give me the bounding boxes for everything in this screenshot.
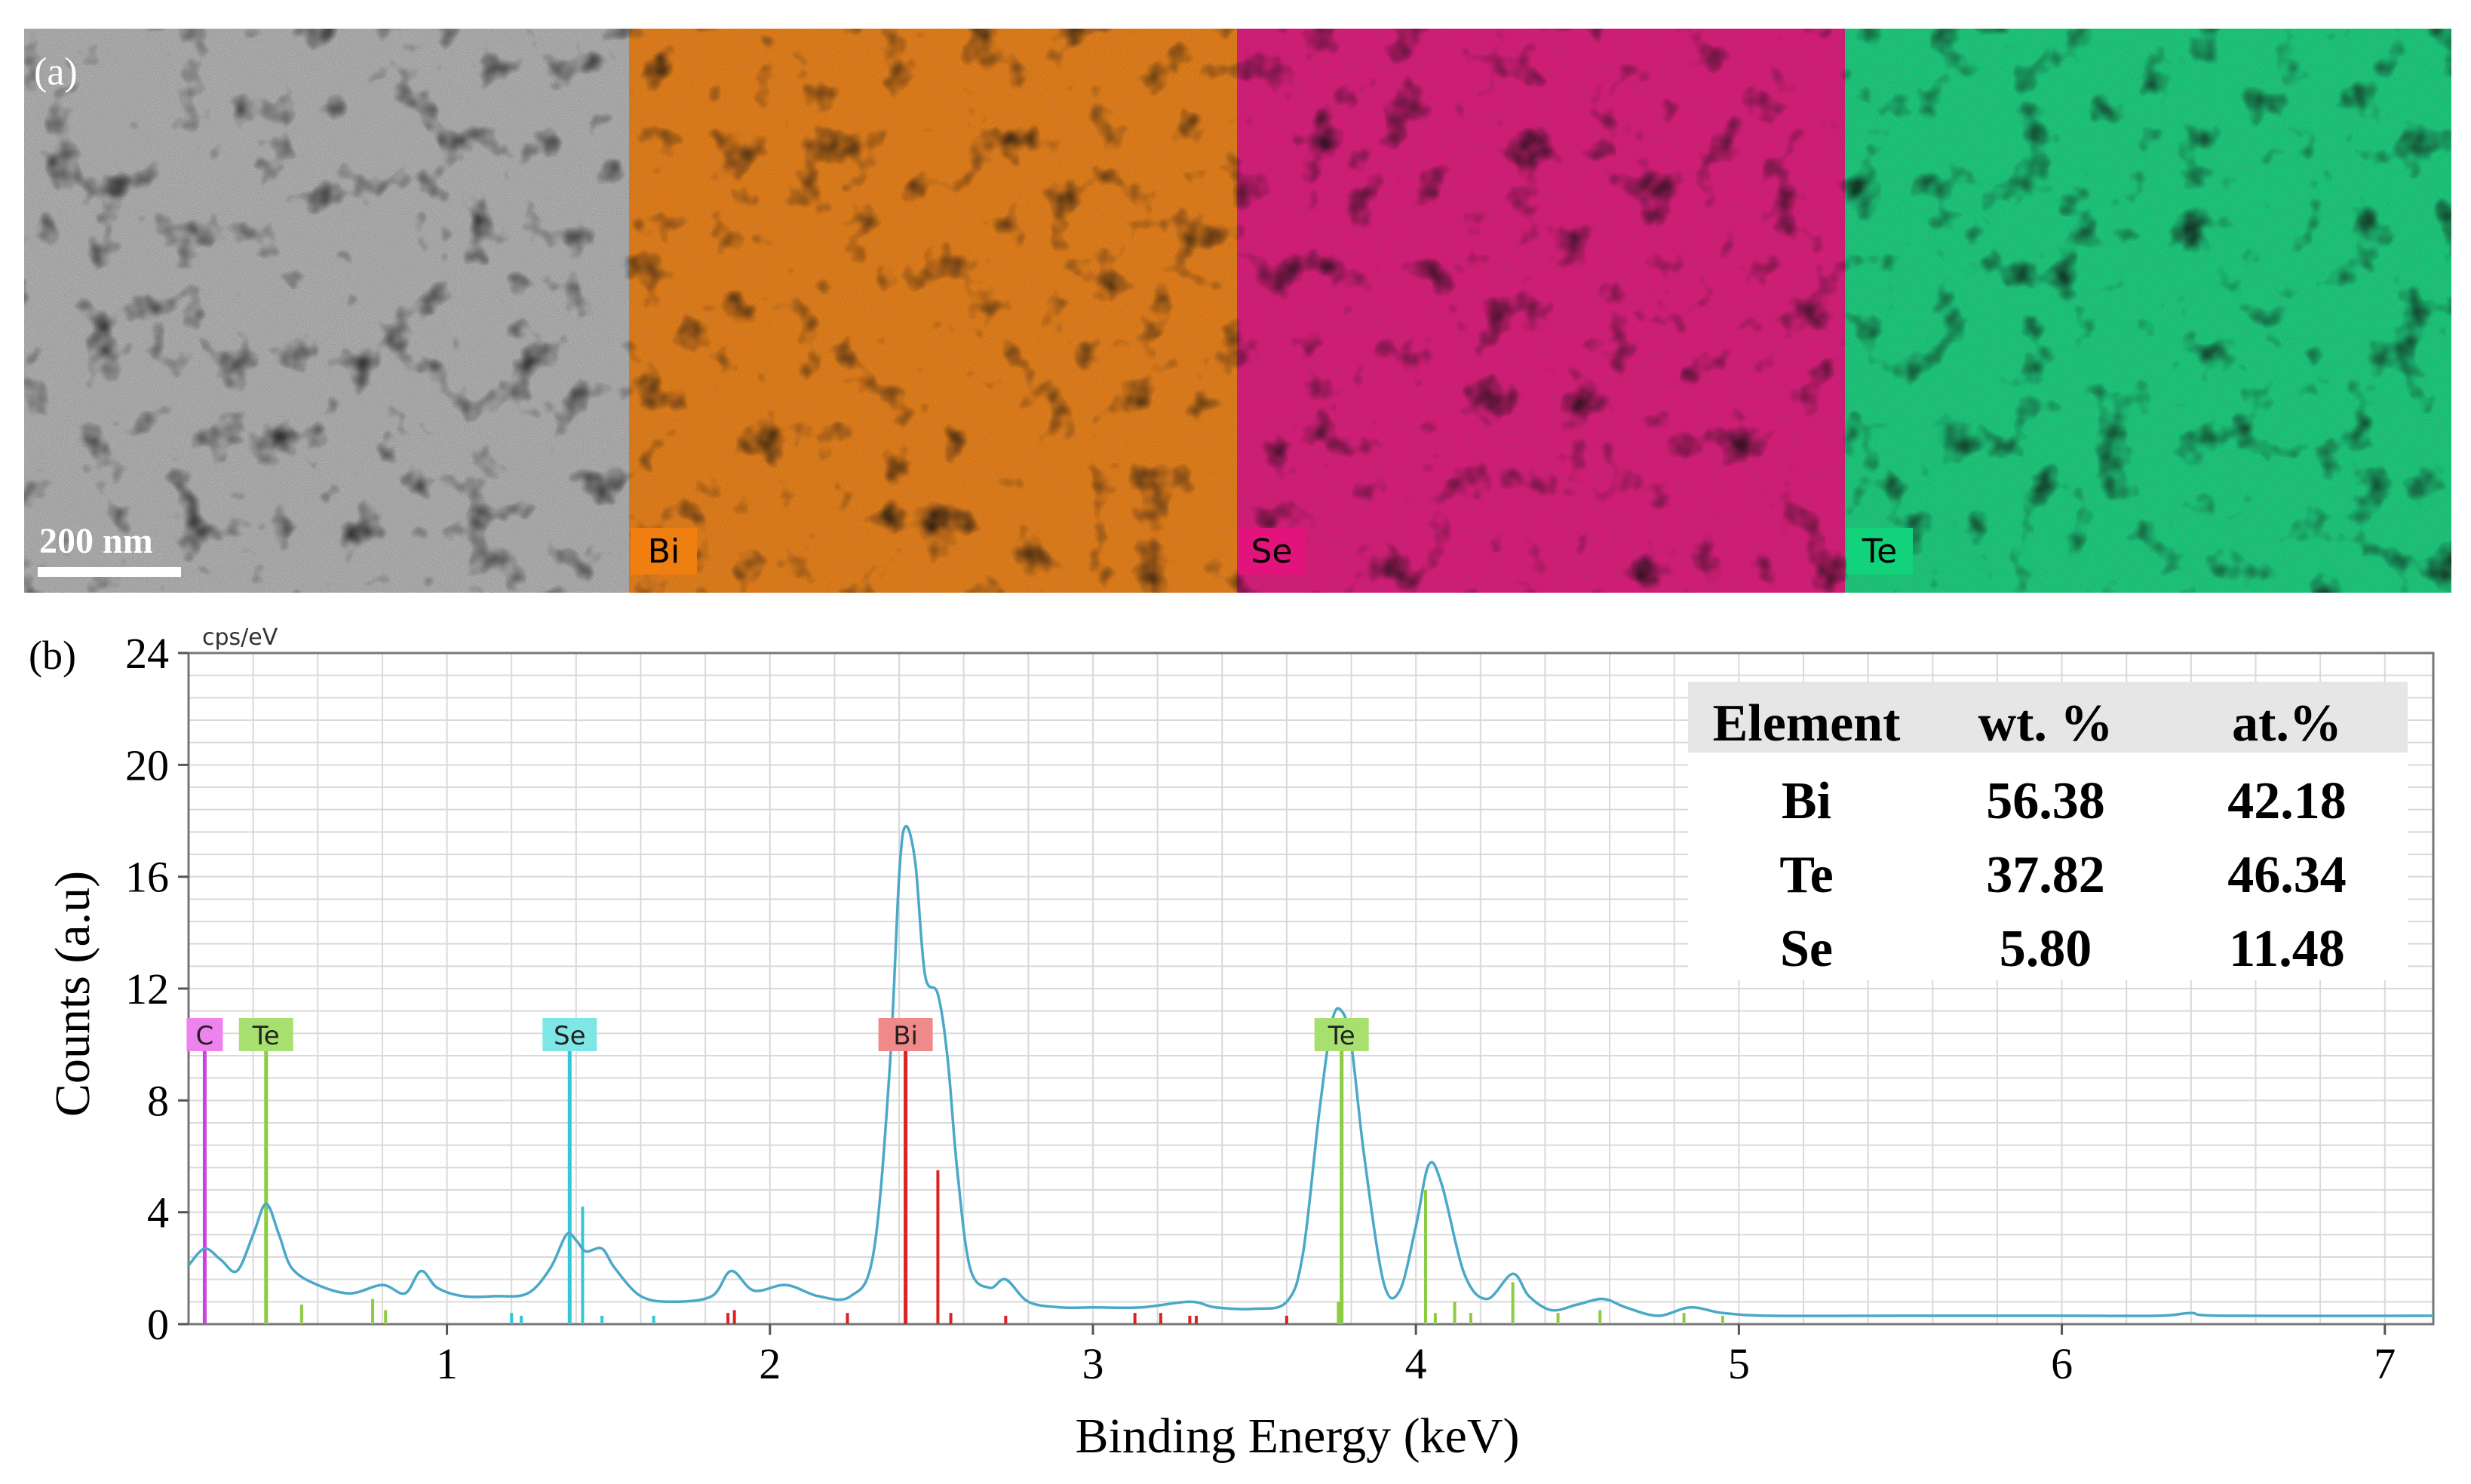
map-label-box (631, 528, 697, 575)
peak-label-te: Te (238, 1018, 293, 1051)
panel-b-label: (b) (29, 633, 76, 678)
table-cell: Bi (1782, 772, 1831, 830)
y-tick-label: 12 (125, 964, 169, 1013)
x-axis-label: Binding Energy (keV) (1075, 1409, 1519, 1464)
panel-a: Bi Se Te (a) 200 nm (24, 29, 2451, 593)
map-bi: Bi (629, 29, 1237, 593)
table-header: wt. % (1978, 694, 2113, 753)
x-tick-label: 4 (1405, 1339, 1427, 1388)
peak-label-text: Te (1328, 1021, 1355, 1051)
map-te: Te (1845, 29, 2451, 593)
peak-label-text: Te (252, 1021, 280, 1051)
y-tick-label: 4 (147, 1188, 169, 1237)
map-label: Se (1251, 532, 1293, 571)
y-tick-label: 0 (147, 1300, 169, 1349)
y-axis-ticks: 0 4 8 12 16 20 24 (125, 629, 189, 1349)
map-se: Se (1237, 29, 1845, 593)
y-tick-label: 8 (147, 1076, 169, 1125)
element-markers (202, 1044, 1724, 1324)
table-cell: 37.82 (1986, 846, 2105, 904)
map-label: Bi (648, 532, 680, 571)
x-tick-label: 5 (1728, 1339, 1750, 1388)
x-tick-label: 3 (1082, 1339, 1104, 1388)
x-tick-label: 1 (436, 1339, 458, 1388)
peak-label-c: C (186, 1018, 223, 1051)
x-tick-label: 2 (759, 1339, 781, 1388)
spectrum-line (189, 824, 2433, 1317)
table-header: Element (1713, 694, 1901, 753)
map-label-box (1846, 528, 1913, 575)
peak-label-te: Te (1314, 1018, 1369, 1051)
table-cell: Te (1779, 846, 1833, 904)
x-axis-ticks: 1 2 3 4 5 6 7 (436, 1324, 2396, 1388)
panel-a-label: (a) (34, 51, 78, 94)
peak-label-box (238, 1018, 293, 1051)
table-cell: 56.38 (1986, 772, 2105, 830)
map-tem (24, 29, 629, 593)
map-label: Te (1862, 532, 1897, 571)
scale-bar-line (38, 567, 181, 577)
table-cell: 5.80 (2000, 920, 2092, 978)
peak-label-box (186, 1018, 223, 1051)
table-cell: Se (1780, 920, 1833, 978)
unit-label: cps/eV (202, 624, 278, 651)
table-cell: 46.34 (2227, 846, 2347, 904)
table-header-background (1688, 682, 2408, 753)
peak-label-box (1314, 1018, 1369, 1051)
table-cell: 11.48 (2229, 920, 2345, 978)
table-header: at.% (2232, 694, 2342, 753)
peak-label-box (542, 1018, 597, 1051)
y-axis-label: Counts (a.u) (45, 871, 100, 1117)
scale-bar-label: 200 nm (39, 521, 153, 561)
peak-label-se: Se (542, 1018, 597, 1051)
map-label-box (1239, 528, 1305, 575)
y-tick-label: 20 (125, 740, 169, 790)
table-cell: 42.18 (2227, 772, 2347, 830)
scale-bar: 200 nm (38, 521, 181, 577)
y-tick-label: 24 (125, 629, 169, 678)
y-tick-label: 16 (125, 853, 169, 902)
peak-label-text: Se (554, 1021, 586, 1051)
peak-label-text: Bi (893, 1021, 918, 1051)
peak-label-bi: Bi (878, 1018, 933, 1051)
x-tick-label: 7 (2374, 1339, 2396, 1388)
x-tick-label: 6 (2051, 1339, 2073, 1388)
peak-label-box (878, 1018, 933, 1051)
composition-table: Element wt. % at.% Bi 56.38 42.18 Te 37.82 46.34… (1688, 682, 2408, 980)
peak-labels: C Te Se Bi Te (186, 1018, 1369, 1051)
peak-label-text: C (196, 1021, 214, 1051)
